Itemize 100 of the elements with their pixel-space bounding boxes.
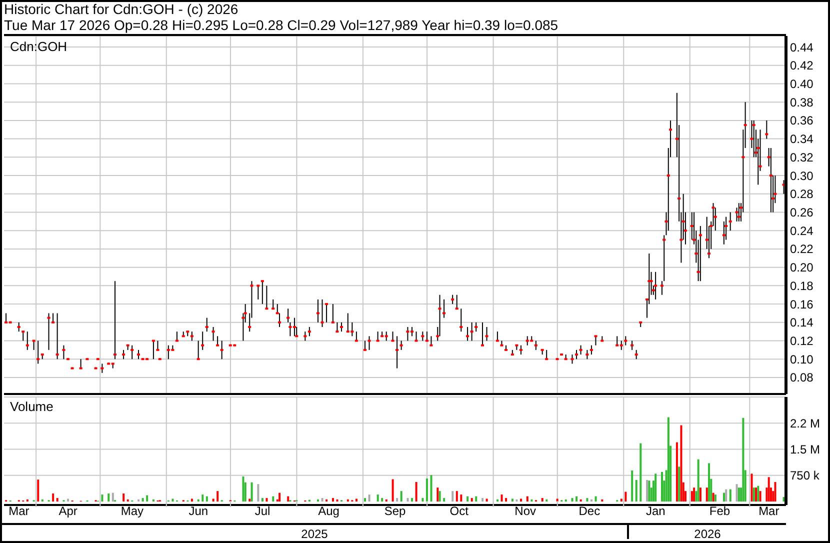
bar xyxy=(546,499,548,502)
candlestick xyxy=(438,294,442,337)
text: 2025 xyxy=(301,527,328,541)
bar xyxy=(654,474,657,502)
bar xyxy=(355,498,358,502)
y-tick-label: 0.16 xyxy=(790,297,814,312)
candlestick xyxy=(205,317,208,332)
y-tick-label: 0.18 xyxy=(790,278,814,293)
bar xyxy=(346,499,349,502)
annotation: Cdn:GOH xyxy=(10,39,68,54)
bar xyxy=(138,499,140,502)
bar xyxy=(248,498,251,502)
bar xyxy=(436,488,439,502)
bar xyxy=(56,498,58,502)
candlestick xyxy=(26,331,29,350)
bar xyxy=(406,498,409,502)
candlestick xyxy=(586,349,589,360)
x-tick-label: Aug xyxy=(318,504,340,518)
candlestick xyxy=(384,331,388,342)
candlestick xyxy=(137,349,140,360)
bar xyxy=(326,499,328,502)
bar xyxy=(37,480,40,502)
bar xyxy=(202,494,204,502)
bar xyxy=(697,459,700,502)
candlestick xyxy=(470,322,474,342)
candlestick xyxy=(336,322,339,333)
candlestick xyxy=(421,331,424,342)
bar xyxy=(680,425,682,502)
x-tick-label: Jun xyxy=(188,504,208,518)
bar xyxy=(216,491,219,502)
bar xyxy=(576,496,578,502)
candlestick xyxy=(410,326,414,337)
candlestick xyxy=(100,363,104,374)
bar xyxy=(571,498,574,502)
bar xyxy=(287,496,290,502)
candlestick xyxy=(32,340,36,350)
bar xyxy=(142,498,144,502)
bar xyxy=(122,494,125,502)
bar xyxy=(516,499,518,502)
candlestick xyxy=(113,280,116,360)
chart-subtitle: Tue Mar 17 2026 Op=0.28 Hi=0.295 Lo=0.28 Cl=0.29 Vol=127,989 Year hi=0.39 lo=0.085 xyxy=(4,17,558,33)
candlestick xyxy=(579,344,582,356)
bar xyxy=(640,443,642,502)
bar xyxy=(364,498,366,502)
candlestick xyxy=(304,331,307,342)
candlestick xyxy=(474,322,478,332)
bar xyxy=(631,470,634,502)
y-tick-label: 0.34 xyxy=(790,132,814,146)
bar xyxy=(67,498,70,502)
candlestick xyxy=(152,340,155,360)
candlestick xyxy=(22,330,25,342)
y-tick-label: 0.22 xyxy=(790,242,814,256)
candlestick xyxy=(406,326,410,342)
bar xyxy=(725,489,728,502)
bar xyxy=(676,442,678,502)
bar xyxy=(690,491,693,502)
candlestick xyxy=(630,340,634,350)
bar xyxy=(385,499,388,502)
y-tick-label: 2.2 M xyxy=(790,416,820,430)
candlestick xyxy=(52,312,55,324)
bar xyxy=(729,489,732,502)
y-tick-label: 0.38 xyxy=(790,95,814,110)
bar xyxy=(317,499,320,502)
bar xyxy=(511,498,514,502)
candlestick xyxy=(485,326,488,342)
candlestick xyxy=(451,294,454,305)
candlestick xyxy=(216,336,220,346)
candlestick xyxy=(414,331,418,342)
candlestick xyxy=(466,326,470,342)
bar xyxy=(278,492,281,502)
bar xyxy=(460,494,462,502)
x-tick-label: Mar xyxy=(8,504,30,518)
bar xyxy=(759,491,762,502)
candlestick xyxy=(340,322,343,332)
x-tick-label: Nov xyxy=(514,504,536,518)
candlestick xyxy=(346,312,350,333)
candlestick xyxy=(47,312,50,350)
x-tick-label: Oct xyxy=(450,504,470,518)
bar xyxy=(470,498,473,502)
bar xyxy=(206,496,208,502)
chart-title: Volume xyxy=(10,399,54,414)
bar xyxy=(693,488,696,502)
candlestick xyxy=(526,336,529,346)
bar xyxy=(594,496,597,502)
bar xyxy=(500,494,503,502)
candlestick xyxy=(265,285,268,310)
y-tick-label: 750 k xyxy=(790,468,820,483)
bar xyxy=(475,496,478,502)
bar xyxy=(152,499,154,502)
candlestick xyxy=(331,304,334,324)
bar xyxy=(452,491,454,502)
candlestick xyxy=(575,349,578,360)
bar xyxy=(678,466,680,502)
y-tick-label: 0.30 xyxy=(790,168,814,183)
candlestick xyxy=(425,331,428,342)
bar xyxy=(411,498,414,502)
candlestick xyxy=(620,340,623,350)
bar xyxy=(661,472,664,502)
bar xyxy=(456,491,458,502)
bar xyxy=(486,498,488,502)
